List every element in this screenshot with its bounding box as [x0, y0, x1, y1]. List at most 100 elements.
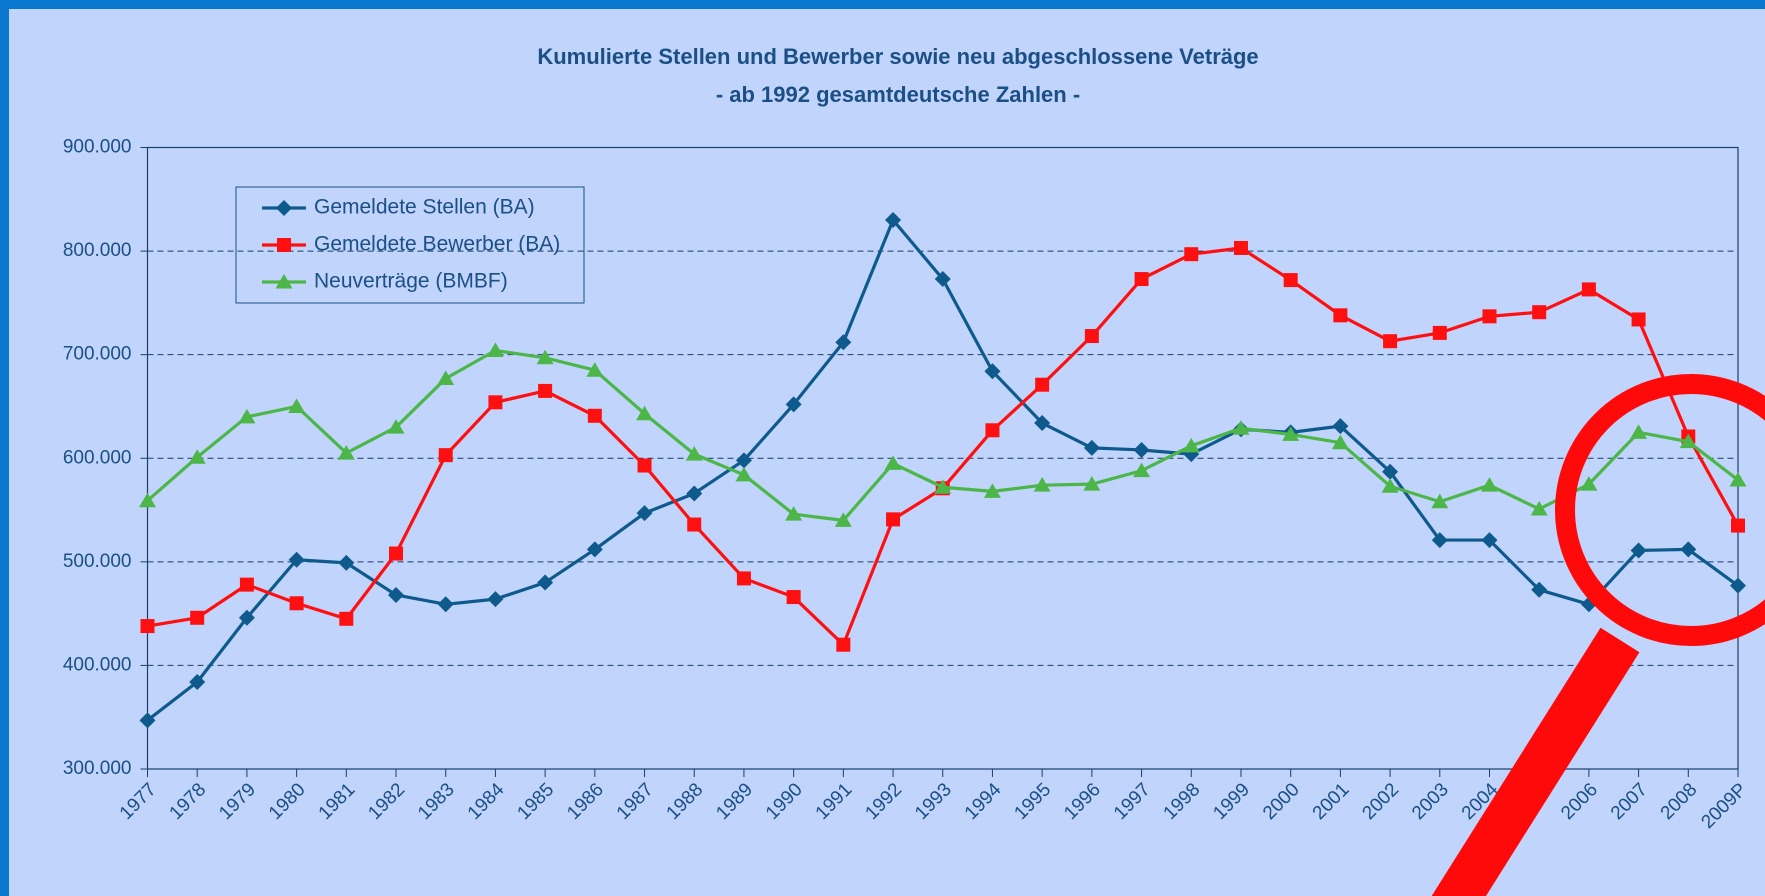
data-point — [1580, 476, 1598, 491]
data-point — [1531, 581, 1548, 598]
data-point — [139, 492, 156, 508]
data-point — [139, 712, 156, 729]
data-point — [389, 546, 404, 561]
legend-label: Gemeldete Stellen (BA) — [314, 196, 535, 219]
data-point — [934, 479, 952, 494]
data-point — [288, 551, 305, 568]
data-point — [1730, 577, 1746, 594]
chart-subtitle: - ab 1992 gesamtdeutsche Zahlen - — [716, 82, 1080, 107]
data-point — [934, 271, 951, 288]
data-point — [1283, 273, 1298, 288]
data-point — [1282, 426, 1300, 441]
data-point — [239, 577, 254, 592]
data-point — [1182, 437, 1200, 453]
data-point — [486, 342, 504, 358]
data-point — [636, 505, 653, 522]
magnifier — [1431, 374, 1765, 896]
data-point — [984, 363, 1001, 380]
data-point — [487, 591, 504, 608]
data-point — [1729, 472, 1747, 487]
data-point — [1084, 329, 1099, 344]
data-point — [189, 673, 206, 690]
data-point — [536, 349, 554, 365]
data-point — [587, 408, 602, 423]
data-point — [1679, 433, 1697, 449]
data-point — [1333, 308, 1348, 323]
data-point — [1482, 309, 1497, 324]
data-point — [1382, 463, 1399, 480]
data-point — [983, 483, 1001, 498]
chart-background — [9, 9, 1765, 896]
data-point — [686, 485, 703, 502]
data-point — [884, 455, 902, 470]
data-point — [339, 611, 354, 626]
data-point — [1134, 272, 1149, 287]
data-point — [289, 596, 304, 611]
data-point — [886, 512, 901, 527]
data-point — [1431, 493, 1449, 509]
data-point — [1133, 462, 1151, 478]
data-point — [488, 395, 503, 410]
data-point — [735, 452, 752, 469]
y-tick-label: 800.000 — [63, 240, 132, 261]
data-point — [190, 610, 205, 625]
y-tick-label: 700.000 — [63, 344, 132, 365]
data-point — [1630, 542, 1647, 559]
data-point — [637, 458, 652, 473]
data-point — [1083, 476, 1101, 491]
data-point — [437, 596, 454, 613]
data-point — [985, 423, 1000, 438]
data-point — [1083, 439, 1100, 456]
data-point — [438, 448, 453, 463]
data-point — [786, 590, 801, 605]
magnifier-ring — [1555, 374, 1765, 646]
data-point — [1233, 240, 1248, 255]
magnifier-handle — [1431, 627, 1640, 896]
y-tick-label: 400.000 — [63, 654, 132, 675]
data-point — [1530, 501, 1548, 516]
data-point — [885, 212, 902, 229]
y-tick-label: 500.000 — [63, 551, 132, 572]
data-point — [685, 446, 703, 461]
data-point — [1581, 282, 1596, 297]
data-point — [1381, 478, 1399, 493]
data-point — [1332, 418, 1349, 435]
data-point — [1232, 420, 1250, 435]
data-point — [1133, 441, 1150, 458]
data-point — [1432, 325, 1447, 340]
data-point — [835, 334, 852, 351]
data-point — [687, 517, 702, 532]
legend-marker — [277, 238, 291, 252]
data-point — [785, 396, 802, 413]
data-point — [238, 408, 256, 424]
data-point — [1033, 477, 1051, 492]
legend-label: Gemeldete Bewerber (BA) — [314, 233, 560, 256]
data-point — [1331, 434, 1349, 450]
data-point — [188, 449, 206, 464]
chart-title: Kumulierte Stellen und Bewerber sowie ne… — [537, 44, 1258, 69]
data-point — [537, 574, 554, 591]
data-point — [1630, 424, 1648, 439]
data-point — [1480, 477, 1498, 492]
plot-area: 300.000 400.000 500.000 600.000 700.000 800.0… — [63, 137, 1751, 833]
y-tick-label: 300.000 — [63, 758, 132, 779]
legend-label: Neuverträge (BMBF) — [314, 270, 508, 293]
data-point — [1184, 247, 1199, 262]
data-point — [636, 405, 654, 421]
data-point — [338, 554, 355, 571]
data-point — [586, 541, 603, 558]
legend-marker — [276, 200, 292, 216]
data-point — [586, 362, 604, 377]
y-tick-label: 900.000 — [63, 137, 132, 158]
data-point — [1481, 532, 1498, 549]
legend-box — [235, 186, 585, 304]
data-point — [388, 586, 405, 603]
data-point — [1431, 532, 1448, 549]
data-point — [337, 445, 355, 460]
data-point — [238, 609, 255, 626]
data-point — [1680, 541, 1697, 558]
data-point — [1532, 305, 1547, 320]
data-point — [538, 383, 553, 398]
data-point — [288, 398, 306, 413]
